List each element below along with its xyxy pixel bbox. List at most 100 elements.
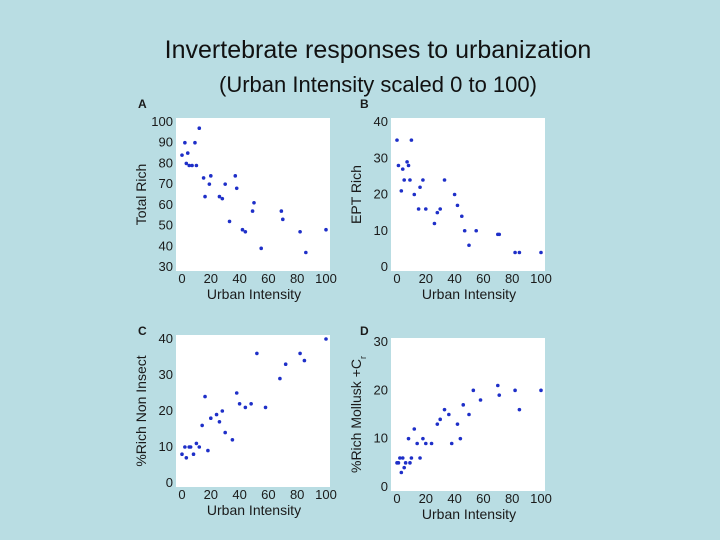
panel-a-y-tick-label: 50 — [159, 218, 173, 233]
slide-title: Invertebrate responses to urbanization — [164, 36, 592, 64]
panel-b-data-point — [396, 163, 401, 168]
panel-c-data-point — [184, 456, 189, 460]
panel-b-data-point — [517, 250, 522, 255]
panel-d-data-point — [461, 403, 466, 407]
panel-d-data-point — [513, 388, 517, 393]
panel-a-data-point — [250, 209, 255, 213]
panel-c-letter: C — [138, 324, 147, 338]
panel-a-x-tick-label: 0 — [178, 271, 185, 286]
panel-a-data-point — [184, 161, 189, 166]
panel-c-data-point — [194, 441, 199, 446]
panel-c-y-tick-label: 30 — [159, 367, 173, 382]
panel-c-x-tick-label: 40 — [232, 487, 246, 502]
panel-b-data-point — [405, 160, 409, 164]
panel-b-x-tick-label: 60 — [476, 271, 490, 286]
panel-b-data-point — [462, 228, 467, 233]
panel-d-data-point — [409, 456, 414, 460]
panel-d-x-tick-label: 60 — [476, 491, 490, 506]
panel-a-data-point — [234, 186, 239, 191]
panel-c-data-point — [237, 402, 242, 406]
panel-b-data-point — [424, 207, 428, 211]
panel-a-x-tick-label: 40 — [232, 271, 246, 286]
panel-b-data-point — [421, 178, 425, 182]
panel-d-data-point — [478, 398, 483, 402]
panel-d-data-point — [458, 436, 463, 441]
panel-c-data-point — [278, 376, 282, 381]
panel-d-data-point — [399, 470, 404, 475]
panel-a-data-point — [193, 140, 197, 145]
panel-a-data-point — [217, 194, 222, 199]
panel-d-data-point — [435, 422, 440, 426]
panel-a-y-tick-label: 60 — [159, 197, 173, 212]
panel-a-data-point — [240, 227, 245, 232]
panel-a-data-point — [203, 194, 207, 199]
panel-d-y-tick-label: 30 — [374, 334, 388, 349]
panel-d-x-tick-label: 80 — [505, 491, 519, 506]
panel-b-data-point — [395, 138, 399, 142]
panel-b-data-point — [412, 192, 417, 197]
panel-d-data-point — [424, 441, 428, 446]
panel-d-data-point — [418, 456, 422, 460]
panel-b-data-point — [432, 221, 437, 226]
panel-b-data-point — [402, 178, 407, 182]
panel-a-data-point — [201, 176, 206, 180]
panel-c-data-point — [243, 405, 248, 410]
panel-b-x-tick-label: 20 — [419, 271, 433, 286]
panel-c-data-point — [217, 420, 222, 424]
panel-c-x-tick-label: 60 — [261, 487, 275, 502]
panel-c-data-point — [209, 416, 213, 421]
panel-c-y-tick-label: 10 — [159, 439, 173, 454]
panel-d-data-point — [429, 441, 434, 446]
panel-a-data-point — [207, 182, 212, 186]
panel-c-data-point — [234, 391, 239, 395]
panel-c-plot-area — [176, 335, 330, 487]
panel-c-data-point — [255, 351, 259, 356]
panel-a-x-tick-label: 100 — [315, 271, 337, 286]
panel-d-data-point — [467, 412, 471, 417]
panel-a-y-axis-label: Total Rich — [133, 164, 149, 225]
panel-a-data-point — [227, 219, 232, 224]
panel-c-data-point — [206, 448, 210, 453]
panel-d-data-point — [517, 407, 522, 412]
panel-d-data-point — [400, 456, 405, 460]
panel-d-x-tick-label: 20 — [419, 491, 433, 506]
panel-a-data-point — [252, 200, 256, 205]
panel-d-data-point — [447, 412, 451, 417]
panel-d-data-point — [412, 427, 417, 431]
panel-b-data-point — [408, 178, 412, 182]
panel-a-data-point — [185, 151, 190, 155]
slide-subtitle: (Urban Intensity scaled 0 to 100) — [219, 72, 537, 97]
panel-d-x-axis-label: Urban Intensity — [422, 506, 516, 522]
panel-b-y-axis-label: EPT Rich — [348, 165, 364, 224]
panel-b-data-point — [474, 228, 479, 233]
panel-b-letter: B — [360, 97, 369, 111]
panel-c-data-point — [200, 423, 204, 428]
panel-b-data-point — [409, 138, 414, 142]
panel-b-data-point — [467, 243, 471, 248]
panel-d-data-point — [408, 461, 412, 465]
panel-d-x-tick-label: 40 — [447, 491, 461, 506]
panel-b-data-point — [497, 232, 502, 237]
panel-d-y-axis-label: %Rich Mollusk +Cr — [348, 356, 368, 473]
panel-c-data-point — [197, 445, 202, 449]
panel-d-data-point — [497, 393, 502, 397]
panel-b-x-tick-label: 0 — [393, 271, 400, 286]
panel-a-x-tick-label: 20 — [204, 271, 218, 286]
panel-d-data-point — [402, 465, 407, 470]
panel-c-data-point — [180, 452, 184, 457]
panel-b-y-tick-label: 20 — [374, 187, 388, 202]
panel-a-data-point — [180, 153, 184, 157]
panel-a-y-tick-label: 80 — [159, 155, 173, 170]
panel-b-x-tick-label: 100 — [530, 271, 552, 286]
panel-c-x-tick-label: 100 — [315, 487, 337, 502]
panel-c-y-axis-label: %Rich Non Insect — [133, 355, 149, 466]
panel-a-letter: A — [138, 97, 147, 111]
panel-b-y-tick-label: 10 — [374, 223, 388, 238]
panel-c-y-tick-label: 20 — [159, 403, 173, 418]
panel-d-data-point — [403, 461, 408, 465]
panel-a-data-point — [298, 229, 302, 234]
panel-d-y-tick-label: 0 — [381, 479, 388, 494]
panel-a-data-point — [223, 182, 227, 186]
panel-a-data-point — [197, 126, 202, 131]
panel-b-data-point — [438, 207, 443, 211]
